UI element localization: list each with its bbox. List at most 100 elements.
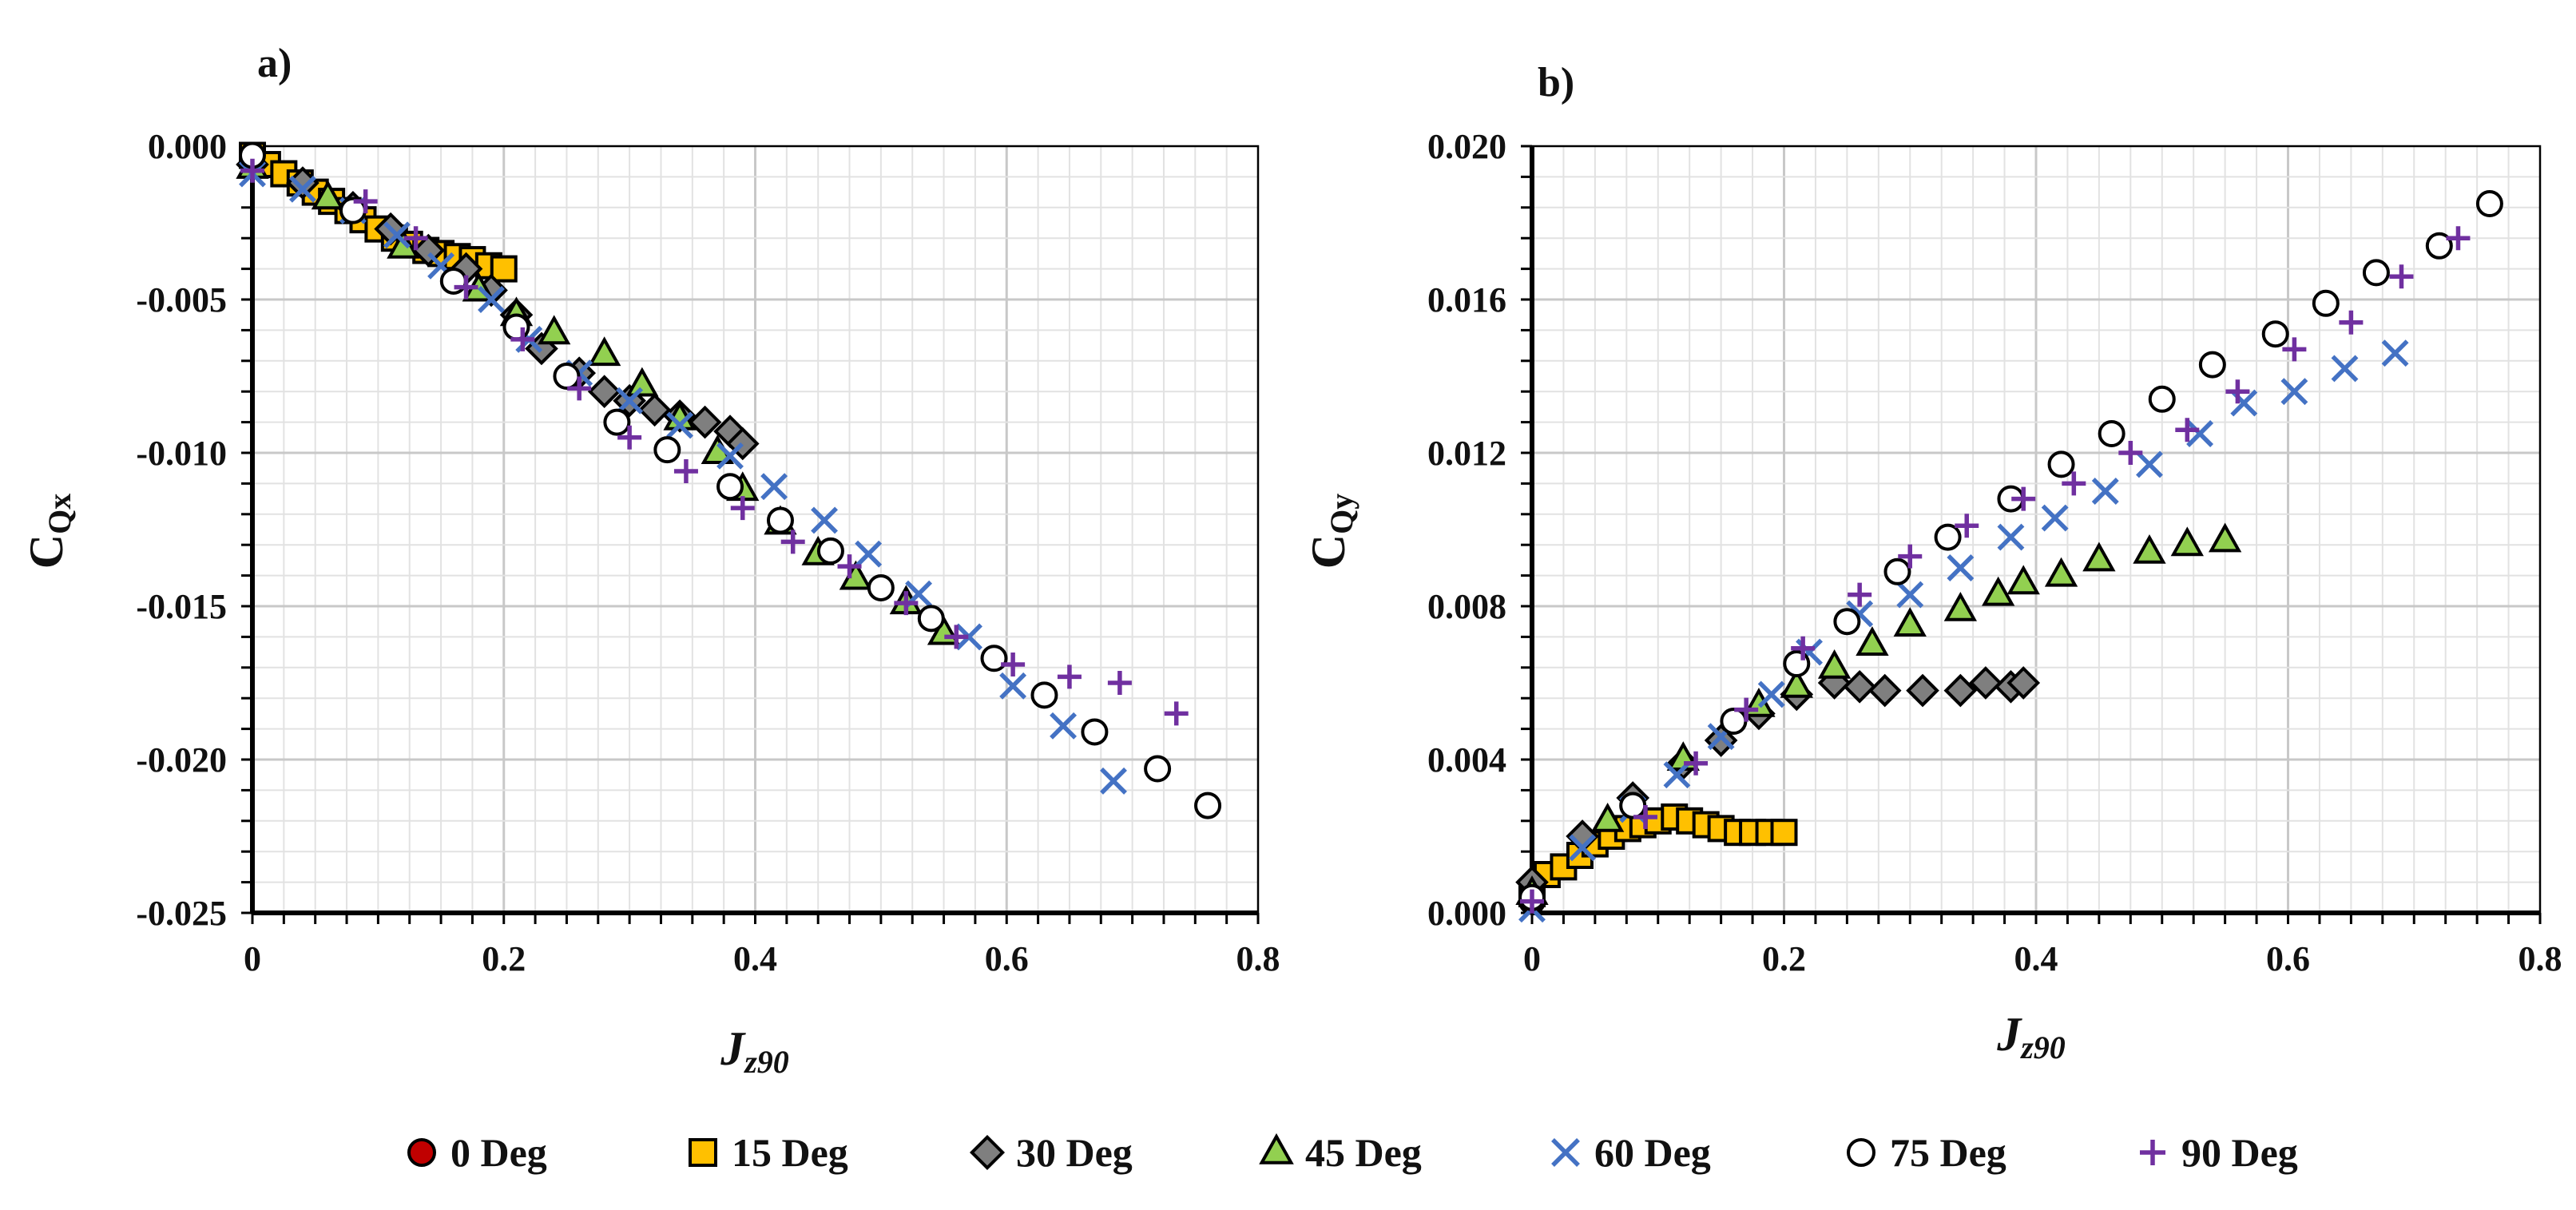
data-point [2381, 339, 2409, 367]
data-point [1898, 544, 1923, 569]
x-axis-title-a: Jz90 [720, 1022, 789, 1080]
data-point [2047, 450, 2075, 478]
grid-a [252, 146, 1258, 913]
data-point [1893, 607, 1927, 637]
series-60-deg-a [239, 160, 1127, 795]
data-point [2446, 226, 2471, 251]
data-point [2475, 190, 2503, 217]
legend-label: 75 Deg [1890, 1130, 2006, 1175]
data-point [311, 180, 345, 210]
data-point [2136, 450, 2163, 478]
data-point [2198, 351, 2226, 379]
data-point [1856, 626, 1889, 656]
data-point [1955, 514, 1979, 538]
data-point [353, 189, 378, 214]
x-tick-label: 0 [244, 939, 261, 978]
data-point [1997, 523, 2025, 551]
data-point [1633, 805, 1657, 829]
data-point [1896, 581, 1924, 609]
x-tick-label: 0.6 [2266, 939, 2310, 978]
data-point [2006, 666, 2041, 700]
y-tick-label: -0.010 [136, 434, 227, 473]
data-point [855, 540, 883, 568]
data-point [439, 267, 467, 295]
data-point [478, 286, 505, 313]
data-point [1720, 708, 1748, 735]
data-point [2280, 378, 2308, 406]
legend-entry-15-deg: 15 Deg [689, 1130, 848, 1175]
legend-entry-90-deg: 90 Deg [2140, 1130, 2298, 1175]
data-point [625, 367, 659, 397]
legend-label: 0 Deg [451, 1130, 547, 1175]
data-point [999, 672, 1027, 700]
data-point [2362, 259, 2390, 287]
data-point [637, 393, 672, 427]
data-point [653, 436, 681, 464]
data-point [2011, 486, 2036, 511]
data-point [688, 405, 722, 439]
data-point [2098, 420, 2125, 447]
data-point [780, 530, 805, 554]
data-point [2389, 264, 2414, 289]
data-point [1906, 673, 1939, 708]
legend-entry-75-deg: 75 Deg [1847, 1130, 2006, 1175]
data-point [944, 625, 969, 649]
data-point [2282, 337, 2307, 362]
legend-marker [689, 1138, 717, 1167]
data-point [2133, 534, 2166, 564]
data-point [2006, 565, 2040, 595]
data-point [567, 376, 592, 401]
data-point [587, 375, 621, 409]
data-point [1100, 767, 1127, 795]
x-tick-label: 0.6 [985, 939, 1029, 978]
x-tick-label: 0.2 [1762, 939, 1806, 978]
data-point [240, 158, 264, 183]
y-axis-title-sub-b: Qy [1324, 494, 1359, 534]
panel-b: 0 0.2 0.4 0.6 0.8 0.0000.0040.0080.0120.0160… [1302, 60, 2562, 1065]
y-tick-label: -0.025 [136, 894, 227, 933]
data-point [1883, 557, 1911, 585]
data-point [1791, 636, 1816, 661]
panel-label-a: a) [257, 41, 292, 86]
data-point [616, 387, 644, 415]
data-point [1780, 668, 1813, 698]
data-point [1107, 671, 1132, 695]
x-tick-label: 0.8 [2518, 939, 2562, 978]
y-tick-label: 0.000 [148, 127, 227, 166]
data-point [1057, 665, 1082, 689]
y-axis-title-b: CQy [1302, 494, 1359, 569]
data-point [894, 591, 919, 616]
legend: 0 Deg 15 Deg 30 Deg 45 Deg 60 Deg 75 Deg 90 De… [407, 1130, 2298, 1175]
data-point [917, 605, 945, 633]
data-point [2091, 478, 2119, 505]
data-point [1050, 712, 1078, 740]
x-axis-title-main-a: J [720, 1022, 746, 1075]
data-point [867, 573, 895, 601]
data-point [2186, 420, 2214, 447]
data-point [666, 411, 694, 439]
y-tick-label: 0.008 [1427, 587, 1506, 626]
data-point [1817, 649, 1852, 679]
legend-marker [969, 1134, 1006, 1171]
data-point [553, 363, 581, 390]
y-tick-label: 0.004 [1427, 740, 1506, 780]
data-point [387, 228, 420, 259]
data-point [811, 506, 839, 534]
legend-label: 15 Deg [732, 1130, 848, 1175]
x-tick-label: 0 [1523, 939, 1541, 978]
y-axis-title-a: CQx [20, 494, 77, 569]
data-point [716, 473, 744, 501]
data-point [2082, 542, 2116, 572]
x-ticks-a: 0 0.2 0.4 0.6 0.8 [244, 913, 1280, 978]
data-points-a [236, 141, 1222, 819]
data-point [980, 645, 1008, 672]
grid-b [1532, 146, 2540, 913]
y-axis-title-main-a: C [20, 534, 73, 569]
data-point [2170, 526, 2204, 557]
data-point [955, 623, 982, 651]
data-point [1081, 718, 1109, 746]
data-point [603, 408, 631, 436]
x-tick-label: 0.8 [1236, 939, 1280, 978]
x-axis-title-main-b: J [1996, 1008, 2022, 1061]
data-point [587, 336, 621, 367]
